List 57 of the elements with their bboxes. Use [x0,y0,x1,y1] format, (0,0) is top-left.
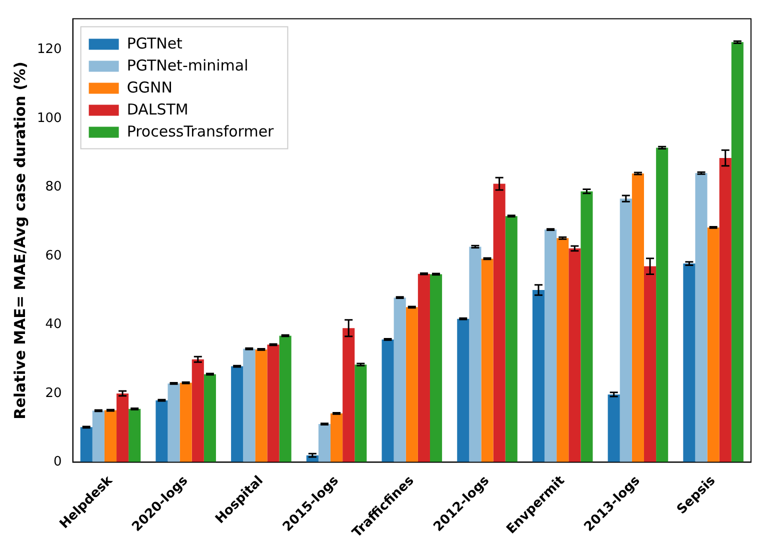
y-tick-label: 40 [45,317,62,332]
bar [608,394,620,462]
y-tick-label: 100 [36,110,62,126]
bar [719,158,732,462]
legend-label: GGNN [126,78,173,97]
bar [580,191,593,462]
bar [92,410,104,462]
bar [255,349,268,462]
bar [731,42,744,462]
bar [532,290,545,462]
bar [168,383,180,462]
bar [267,344,280,462]
y-tick-label: 0 [54,454,62,470]
bar [568,248,581,462]
y-tick-label: 120 [36,42,62,58]
bar [707,227,720,462]
bar [695,173,708,462]
bar [406,307,418,462]
bar [128,408,141,462]
bar [620,198,632,462]
bar [243,348,256,462]
bar [632,173,644,462]
y-tick-label: 80 [45,180,62,195]
bar [192,359,204,462]
bar [279,336,292,462]
bar [394,298,406,462]
bar [354,364,367,462]
bar [80,427,92,462]
bar [481,258,494,462]
bar [457,318,470,462]
bar [204,374,216,462]
bar [318,424,331,462]
bar [656,148,668,462]
legend-label: PGTNet [126,34,183,53]
bar [505,216,518,462]
bar [683,264,696,462]
bar [644,266,656,462]
bar [156,400,168,462]
y-tick-label: 20 [45,386,62,401]
bar [469,246,482,462]
y-tick-label: 60 [45,248,62,264]
legend-label: DALSTM [126,100,188,119]
bar [556,238,569,462]
bar [342,328,355,462]
y-axis-title: Relative MAE= MAE/Avg case duration (%) [10,62,29,420]
legend-label: ProcessTransformer [126,122,275,141]
bar [430,274,442,462]
bar [418,274,430,462]
bar [544,230,557,462]
bar [382,340,394,462]
bar [493,184,506,462]
legend-label: PGTNet-minimal [126,56,248,75]
bar [116,393,129,462]
bar [180,382,192,462]
bar [104,410,117,462]
bar [330,413,343,462]
bar [231,366,244,462]
